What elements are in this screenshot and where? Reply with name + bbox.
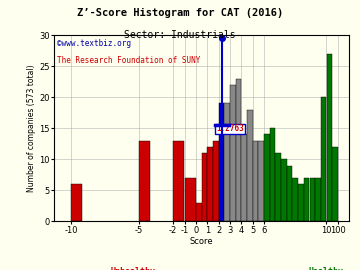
Text: Healthy: Healthy xyxy=(309,267,344,270)
Bar xyxy=(292,178,298,221)
Y-axis label: Number of companies (573 total): Number of companies (573 total) xyxy=(27,65,36,192)
Bar xyxy=(275,153,281,221)
Bar xyxy=(281,159,287,221)
Bar xyxy=(173,141,184,221)
Bar xyxy=(230,85,235,221)
Bar xyxy=(332,147,338,221)
Bar xyxy=(253,141,258,221)
Bar xyxy=(298,184,304,221)
Bar xyxy=(242,134,247,221)
Bar xyxy=(247,110,253,221)
X-axis label: Score: Score xyxy=(190,237,213,246)
Bar xyxy=(327,54,332,221)
Bar xyxy=(287,166,292,221)
Bar xyxy=(236,79,241,221)
Bar xyxy=(196,203,202,221)
Text: The Research Foundation of SUNY: The Research Foundation of SUNY xyxy=(57,56,200,65)
Bar xyxy=(71,184,82,221)
Bar xyxy=(304,178,309,221)
Text: ©www.textbiz.org: ©www.textbiz.org xyxy=(57,39,131,48)
Bar xyxy=(321,97,327,221)
Text: 1.2763: 1.2763 xyxy=(216,124,244,133)
Bar xyxy=(202,153,207,221)
Bar xyxy=(139,141,150,221)
Bar xyxy=(207,147,213,221)
Bar xyxy=(213,141,219,221)
Text: Sector: Industrials: Sector: Industrials xyxy=(124,30,236,40)
Bar xyxy=(224,103,230,221)
Text: Unhealthy: Unhealthy xyxy=(111,267,156,270)
Text: Z’-Score Histogram for CAT (2016): Z’-Score Histogram for CAT (2016) xyxy=(77,8,283,18)
Bar xyxy=(310,178,315,221)
Bar xyxy=(270,128,275,221)
Bar xyxy=(219,103,224,221)
Bar xyxy=(315,178,321,221)
Bar xyxy=(258,141,264,221)
Bar xyxy=(185,178,196,221)
Bar xyxy=(264,134,270,221)
